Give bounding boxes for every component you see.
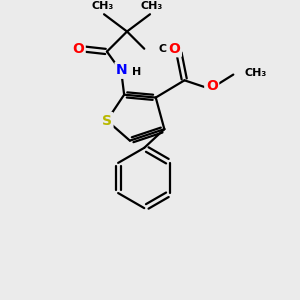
Text: N: N (116, 63, 128, 77)
Text: O: O (206, 79, 218, 93)
Text: S: S (102, 113, 112, 128)
Text: H: H (132, 67, 141, 77)
Text: CH₃: CH₃ (245, 68, 267, 78)
Text: O: O (72, 42, 84, 56)
Text: CH₃: CH₃ (140, 2, 163, 11)
Text: CH₃: CH₃ (92, 2, 114, 11)
Text: CH₃: CH₃ (159, 44, 181, 54)
Text: O: O (169, 42, 180, 56)
